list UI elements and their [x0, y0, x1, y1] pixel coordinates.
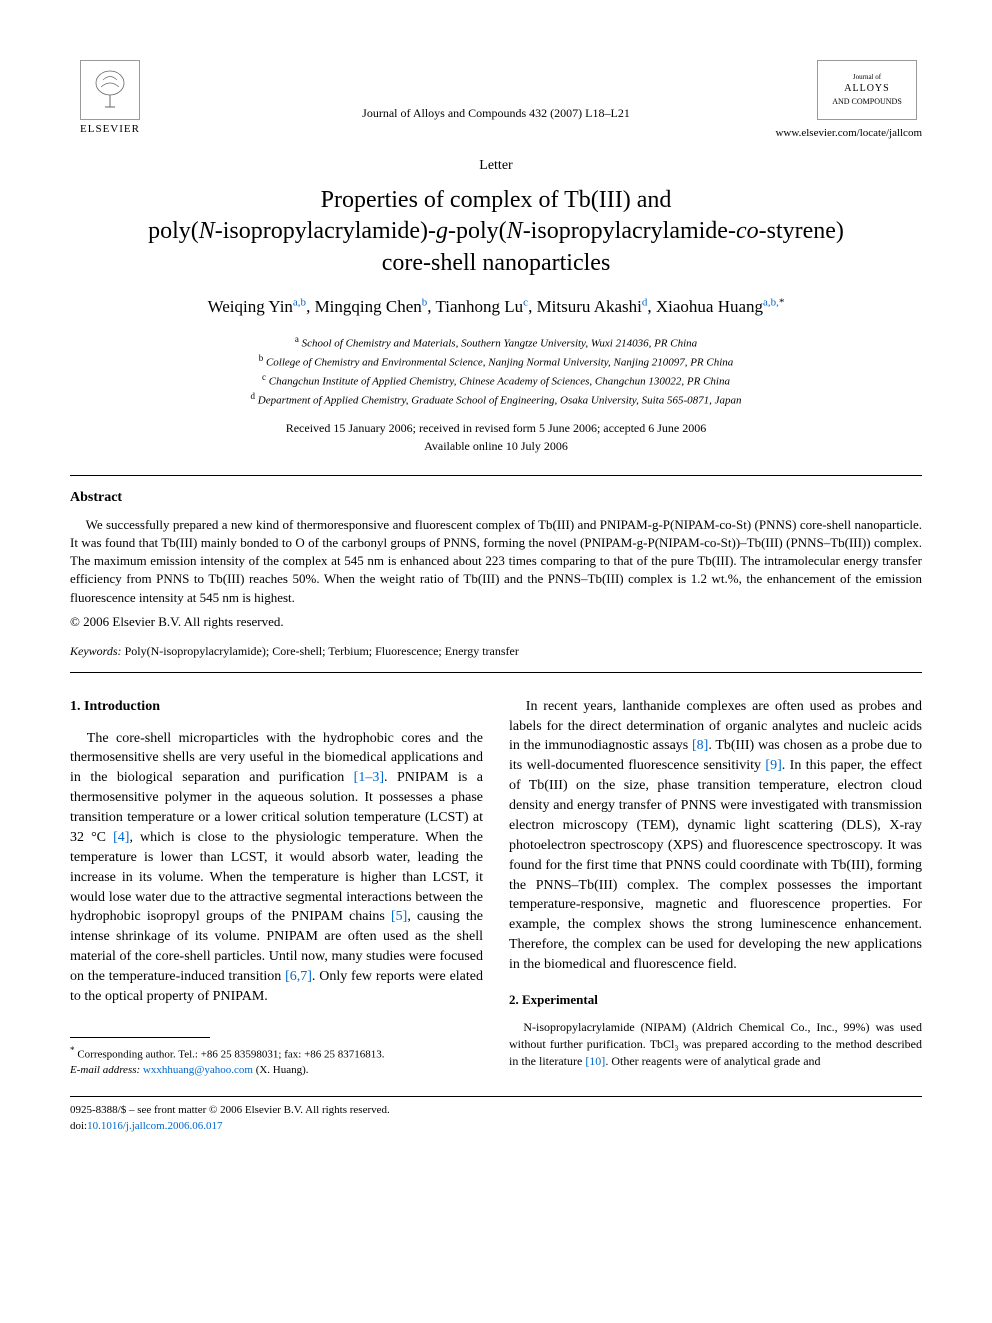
- journal-logo: Journal of ALLOYS AND COMPOUNDS: [812, 60, 922, 120]
- ref-link[interactable]: [5]: [391, 909, 407, 924]
- ref-link[interactable]: [8]: [692, 738, 708, 753]
- email-link[interactable]: wxxhhuang@yahoo.com: [143, 1064, 253, 1076]
- corresponding-footnote: * Corresponding author. Tel.: +86 25 835…: [70, 1044, 483, 1078]
- abstract-heading: Abstract: [70, 488, 922, 508]
- article-title: Properties of complex of Tb(III) and pol…: [70, 185, 922, 279]
- right-column: In recent years, lanthanide complexes ar…: [509, 697, 922, 1079]
- author: Tianhong Lu: [435, 297, 523, 316]
- abstract-copyright: © 2006 Elsevier B.V. All rights reserved…: [70, 613, 922, 631]
- divider: [70, 475, 922, 476]
- publisher-logo: ELSEVIER: [70, 60, 150, 137]
- publisher-name: ELSEVIER: [80, 122, 140, 137]
- author: Mingqing Chen: [315, 297, 422, 316]
- journal-url[interactable]: www.elsevier.com/locate/jallcom: [70, 126, 922, 141]
- section-heading-intro: 1. Introduction: [70, 697, 483, 717]
- abstract-text: We successfully prepared a new kind of t…: [70, 516, 922, 607]
- affiliations: a School of Chemistry and Materials, Sou…: [70, 333, 922, 410]
- section-heading-experimental: 2. Experimental: [509, 991, 922, 1009]
- divider: [70, 672, 922, 673]
- bottom-divider: [70, 1096, 922, 1097]
- footnote-divider: [70, 1037, 210, 1038]
- ref-link[interactable]: [9]: [765, 758, 781, 773]
- authors-line: Weiqing Yina,b, Mingqing Chenb, Tianhong…: [70, 295, 922, 319]
- journal-logo-box: Journal of ALLOYS AND COMPOUNDS: [817, 60, 917, 120]
- elsevier-tree-icon: [80, 60, 140, 120]
- article-dates: Received 15 January 2006; received in re…: [70, 419, 922, 455]
- article-type: Letter: [70, 156, 922, 176]
- body-columns: 1. Introduction The core-shell micropart…: [70, 697, 922, 1079]
- author: Xiaohua Huang: [656, 297, 763, 316]
- doi-link[interactable]: 10.1016/j.jallcom.2006.06.017: [87, 1120, 222, 1132]
- citation-line: Journal of Alloys and Compounds 432 (200…: [70, 105, 922, 122]
- ref-link[interactable]: [10]: [585, 1054, 605, 1068]
- author: Mitsuru Akashi: [537, 297, 642, 316]
- author: Weiqing Yin: [208, 297, 293, 316]
- ref-link[interactable]: [1–3]: [354, 770, 384, 785]
- left-column: 1. Introduction The core-shell micropart…: [70, 697, 483, 1079]
- experimental-paragraph: N-isopropylacrylamide (NIPAM) (Aldrich C…: [509, 1019, 922, 1069]
- front-matter-line: 0925-8388/$ – see front matter © 2006 El…: [70, 1103, 922, 1118]
- intro-paragraph-2: In recent years, lanthanide complexes ar…: [509, 697, 922, 975]
- doi-line: doi:10.1016/j.jallcom.2006.06.017: [70, 1119, 922, 1134]
- intro-paragraph-1: The core-shell microparticles with the h…: [70, 729, 483, 1007]
- ref-link[interactable]: [6,7]: [285, 969, 312, 984]
- keywords: Keywords: Poly(N-isopropylacrylamide); C…: [70, 643, 922, 660]
- ref-link[interactable]: [4]: [113, 830, 129, 845]
